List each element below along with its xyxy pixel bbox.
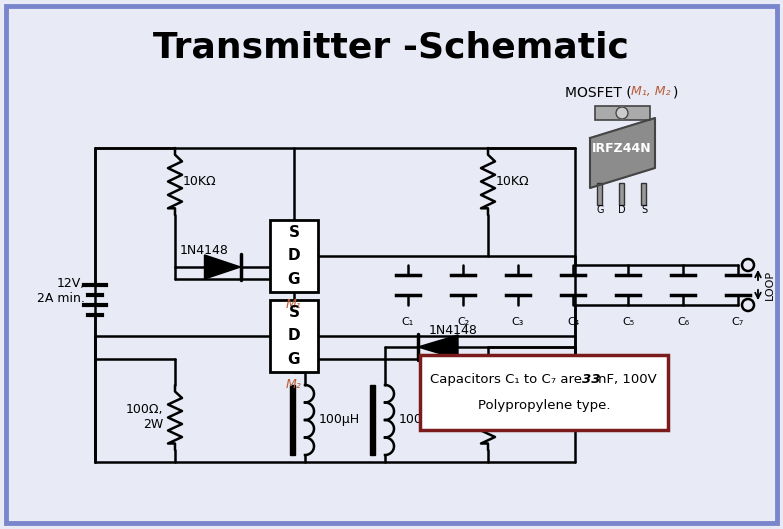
Text: D: D (287, 329, 301, 343)
Text: D: D (287, 249, 301, 263)
Text: C₅: C₅ (622, 317, 634, 327)
Text: C₆: C₆ (677, 317, 689, 327)
Text: G: G (287, 352, 300, 367)
Text: 10KΩ: 10KΩ (496, 175, 529, 188)
Bar (641, 183, 646, 205)
Text: C₄: C₄ (567, 317, 579, 327)
Text: 100Ω,
2W: 100Ω, 2W (125, 404, 163, 432)
Bar (270, 300, 318, 372)
Text: C₁: C₁ (402, 317, 414, 327)
Text: D: D (619, 205, 626, 215)
Text: C₇: C₇ (732, 317, 744, 327)
Text: 100μH: 100μH (319, 414, 360, 426)
Text: 100Ω,
2W: 100Ω, 2W (496, 404, 533, 432)
Bar (597, 183, 602, 205)
Text: M₁, M₂: M₁, M₂ (631, 86, 670, 98)
Text: S: S (288, 225, 300, 241)
Bar (370, 385, 375, 455)
Text: Capacitors C₁ to C₇ are: Capacitors C₁ to C₇ are (430, 373, 586, 386)
Text: M₁: M₁ (286, 298, 302, 312)
Text: IRFZ44N: IRFZ44N (592, 141, 651, 154)
Bar (420, 355, 668, 430)
Text: 10KΩ: 10KΩ (183, 175, 217, 188)
Text: C₃: C₃ (512, 317, 524, 327)
Text: 100μH: 100μH (399, 414, 440, 426)
Text: S: S (288, 305, 300, 321)
Bar (595, 106, 650, 120)
Polygon shape (204, 255, 240, 279)
Polygon shape (590, 118, 655, 188)
Bar (270, 220, 318, 292)
Text: 2A min.: 2A min. (37, 292, 85, 305)
Text: nF, 100V: nF, 100V (598, 373, 657, 386)
Text: MOSFET (: MOSFET ( (565, 85, 632, 99)
Bar (290, 385, 295, 455)
Text: G: G (287, 271, 300, 287)
Text: 33: 33 (582, 373, 601, 386)
Text: 12V,: 12V, (56, 277, 85, 290)
Bar (619, 183, 624, 205)
Circle shape (616, 107, 628, 119)
Polygon shape (418, 335, 458, 359)
Text: ): ) (673, 85, 678, 99)
Text: 1N4148: 1N4148 (428, 324, 478, 338)
Text: Transmitter -Schematic: Transmitter -Schematic (153, 31, 629, 65)
Text: C₂: C₂ (456, 317, 469, 327)
Text: 1N4148: 1N4148 (179, 244, 228, 258)
Text: Polypropylene type.: Polypropylene type. (478, 399, 610, 413)
Text: S: S (641, 205, 647, 215)
Text: LOOP: LOOP (765, 270, 775, 300)
Text: G: G (596, 205, 604, 215)
Text: M₂: M₂ (286, 379, 302, 391)
